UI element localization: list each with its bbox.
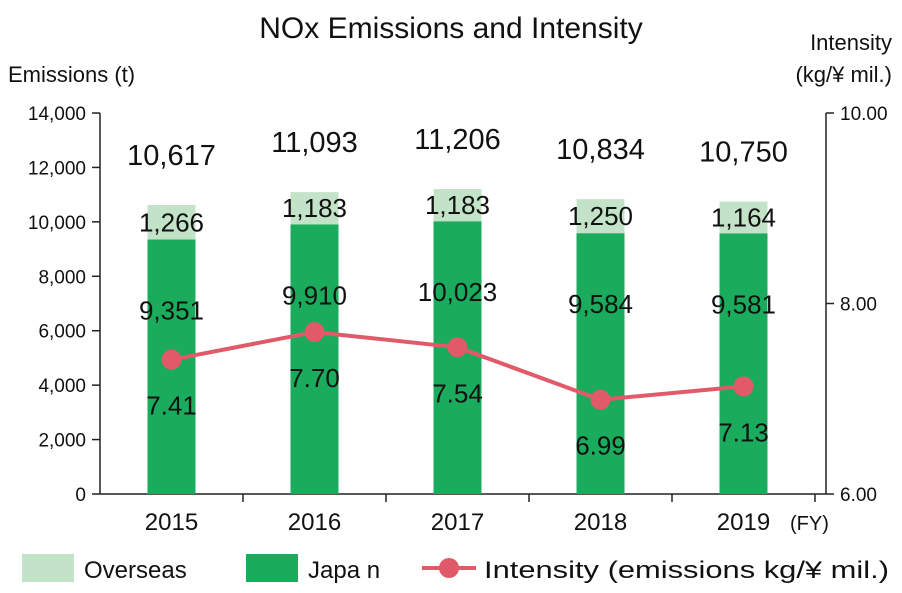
bar-overseas — [719, 201, 768, 234]
intensity-value-label: 7.13 — [718, 417, 769, 447]
overseas-value-label: 1,250 — [568, 201, 633, 231]
intensity-point — [733, 376, 754, 397]
bar-japan — [433, 221, 482, 495]
y-tick-label: 10,000 — [28, 213, 86, 234]
x-unit-label: (FY) — [790, 513, 829, 535]
intensity-point — [304, 322, 325, 343]
intensity-value-label: 6.99 — [575, 431, 626, 461]
bar-japan — [290, 224, 339, 494]
y-tick-label: 8,000 — [38, 267, 86, 288]
legend-label-intensity: Intensity (emissions kg/¥ mil.) — [484, 557, 889, 584]
bar-japan — [576, 233, 625, 494]
legend-label-overseas: Overseas — [84, 557, 187, 584]
japan-value-label: 10,023 — [418, 277, 498, 307]
total-label: 11,206 — [414, 124, 501, 156]
total-label: 10,617 — [127, 140, 216, 172]
x-tick-label: 2019 — [717, 509, 770, 536]
japan-value-label: 9,351 — [139, 296, 204, 326]
x-tick-label: 2015 — [145, 509, 198, 536]
legend-swatch-overseas — [22, 554, 74, 582]
legend-label-japan: Japa n — [308, 557, 380, 584]
x-tick-label: 2016 — [288, 509, 341, 536]
intensity-point — [447, 337, 468, 358]
y-tick-label: 4,000 — [38, 376, 86, 397]
y-tick-label: 6,000 — [38, 322, 86, 343]
y-tick-label: 12,000 — [28, 158, 86, 179]
y-axis-label: Emissions (t) — [8, 62, 135, 87]
japan-value-label: 9,581 — [711, 289, 776, 319]
legend-swatch-japan — [246, 554, 298, 582]
bar-japan — [719, 233, 768, 494]
y-tick-label: 2,000 — [38, 431, 86, 452]
y2-tick-label: 10.00 — [840, 104, 888, 125]
intensity-value-label: 7.54 — [432, 378, 483, 408]
overseas-value-label: 1,164 — [711, 202, 776, 232]
bar-overseas — [433, 189, 482, 222]
intensity-point — [590, 389, 611, 410]
japan-value-label: 9,584 — [568, 289, 633, 319]
total-label: 10,834 — [556, 134, 645, 166]
y2-tick-label: 6.00 — [840, 485, 877, 506]
y2-tick-label: 8.00 — [840, 295, 877, 316]
overseas-value-label: 1,183 — [282, 193, 347, 223]
y-tick-label: 0 — [75, 485, 86, 506]
intensity-value-label: 7.70 — [289, 363, 340, 393]
total-label: 11,093 — [271, 127, 358, 159]
legend-marker-intensity — [439, 558, 459, 578]
x-tick-label: 2017 — [431, 509, 484, 536]
intensity-point — [161, 349, 182, 370]
bar-overseas — [290, 192, 339, 225]
y2-axis-label-line2: (kg/¥ mil.) — [795, 62, 892, 87]
x-tick-label: 2018 — [574, 509, 627, 536]
chart-title: NOx Emissions and Intensity — [259, 12, 642, 45]
y2-axis-label-line1: Intensity — [810, 30, 892, 55]
overseas-value-label: 1,183 — [425, 190, 490, 220]
total-label: 10,750 — [699, 137, 788, 169]
bar-overseas — [576, 199, 625, 234]
bar-overseas — [147, 205, 196, 240]
y-tick-label: 14,000 — [28, 104, 86, 125]
overseas-value-label: 1,266 — [139, 207, 204, 237]
japan-value-label: 9,910 — [282, 280, 347, 310]
intensity-value-label: 7.41 — [146, 391, 197, 421]
